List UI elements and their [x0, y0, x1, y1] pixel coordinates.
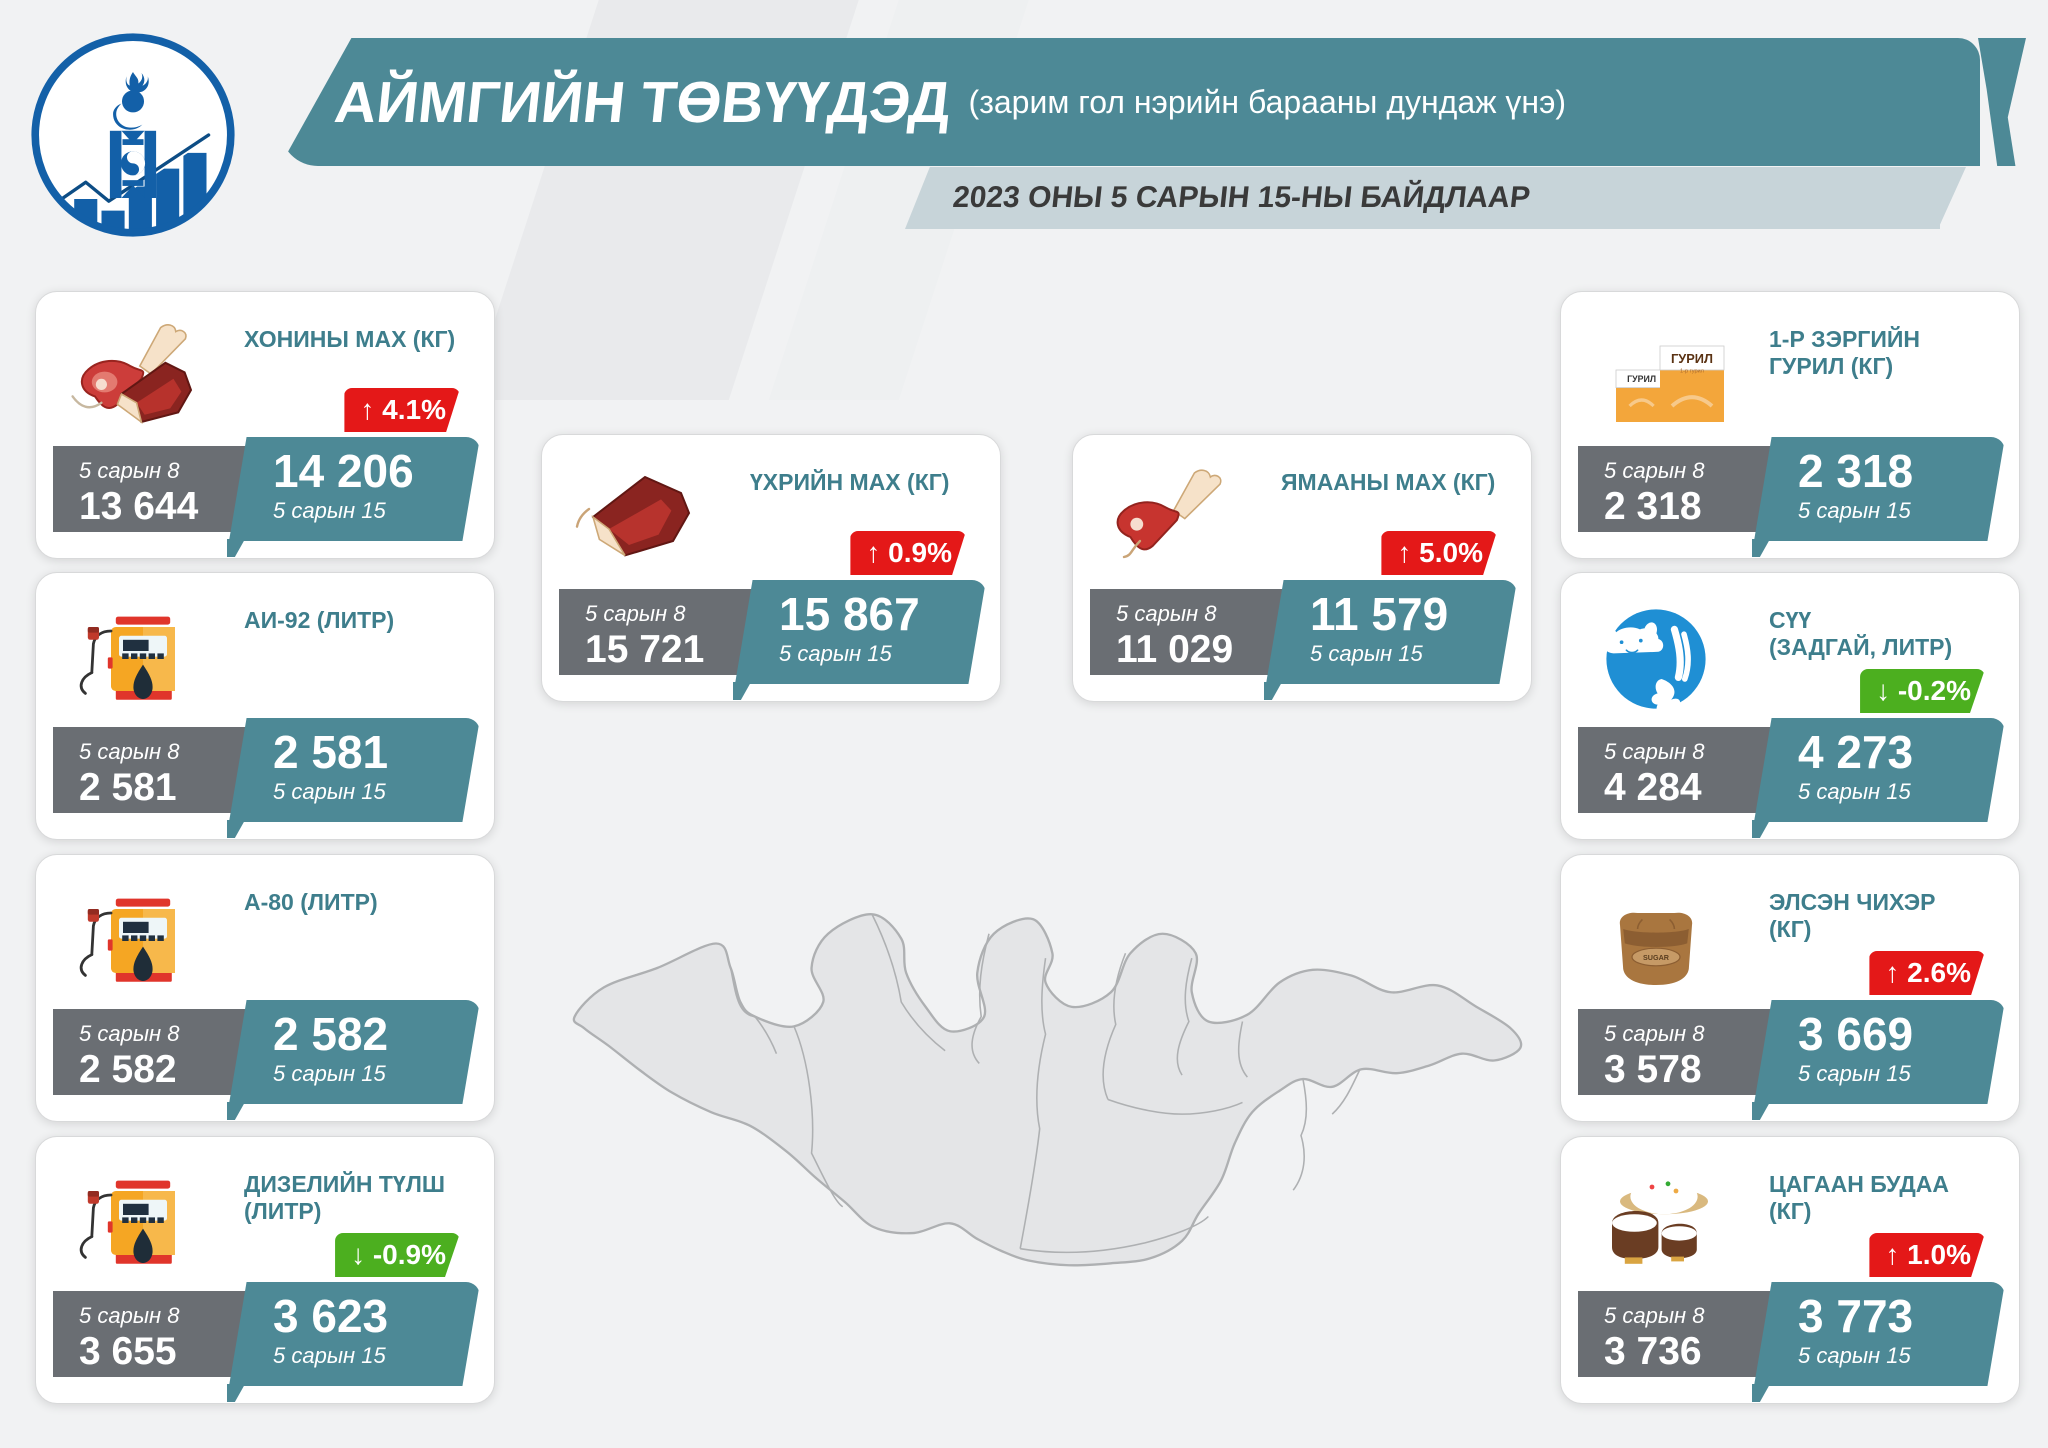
svg-text:ГУРИЛ: ГУРИЛ — [1627, 374, 1656, 384]
svg-text:1-р гурил: 1-р гурил — [1680, 368, 1704, 374]
svg-text:ГУРИЛ: ГУРИЛ — [1671, 351, 1713, 366]
svg-text:SUGAR: SUGAR — [1643, 953, 1670, 962]
